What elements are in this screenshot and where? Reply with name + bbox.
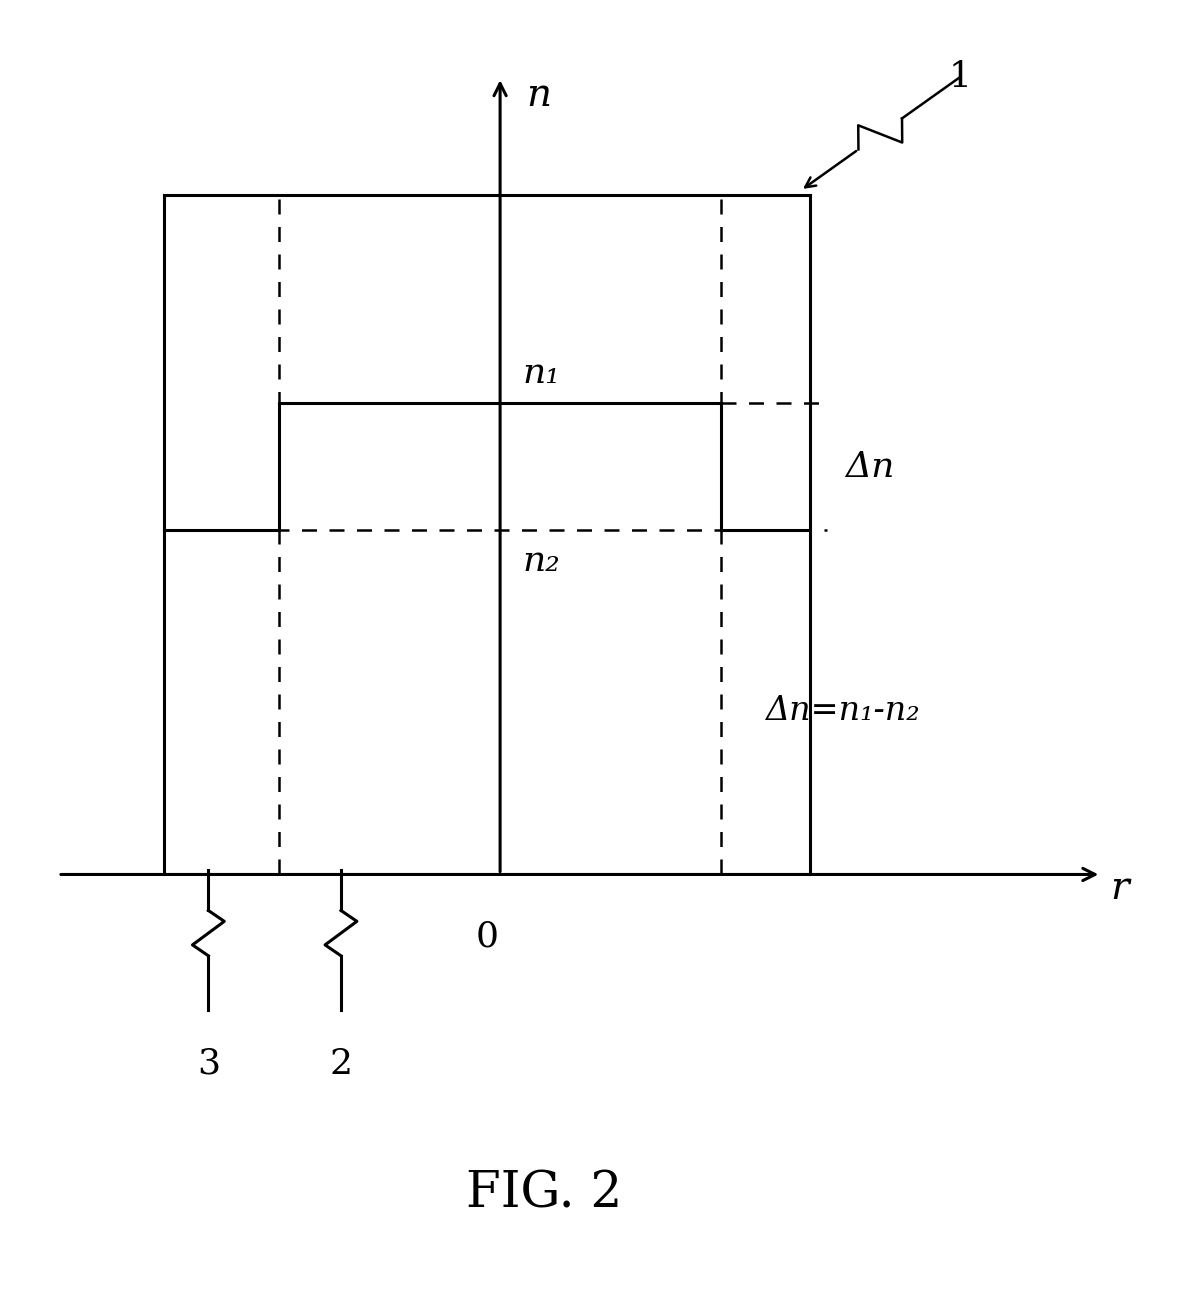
Text: 2: 2 <box>330 1047 352 1081</box>
Text: Δn=n₁-n₂: Δn=n₁-n₂ <box>765 696 920 727</box>
Text: 3: 3 <box>197 1047 220 1081</box>
Text: 0: 0 <box>476 920 498 954</box>
Text: FIG. 2: FIG. 2 <box>466 1169 623 1218</box>
Text: n₁: n₁ <box>523 356 560 390</box>
Text: n₂: n₂ <box>523 544 560 578</box>
Text: 1: 1 <box>949 61 971 95</box>
Text: r: r <box>1110 870 1129 907</box>
Text: n: n <box>526 78 552 114</box>
Text: Δn: Δn <box>845 450 895 483</box>
